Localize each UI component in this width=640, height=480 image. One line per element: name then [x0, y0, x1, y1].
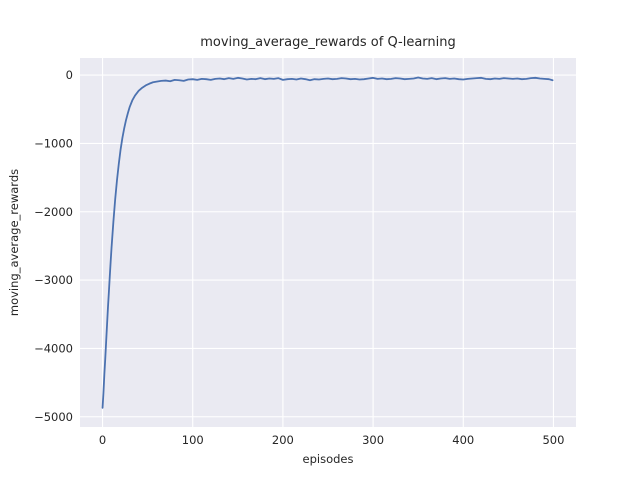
plot-area	[80, 58, 576, 427]
y-tick-labels: 0 −1000 −2000 −3000 −4000 −5000	[34, 68, 73, 424]
y-tick-label: −4000	[34, 341, 73, 355]
y-tick-label: −2000	[34, 205, 73, 219]
y-tick-label: 0	[66, 68, 73, 82]
y-tick-label: −1000	[34, 136, 73, 150]
series-line	[101, 76, 554, 409]
y-tick-label: −3000	[34, 273, 73, 287]
gridlines	[80, 58, 576, 427]
x-axis-label: episodes	[303, 452, 354, 466]
x-tick-label: 300	[362, 433, 384, 447]
chart-title: moving_average_rewards of Q-learning	[200, 35, 456, 50]
x-tick-label: 0	[99, 433, 106, 447]
series-layer	[101, 76, 554, 409]
x-tick-labels: 0 100 200 300 400 500	[99, 433, 565, 447]
x-tick-label: 500	[542, 433, 564, 447]
y-axis-label: moving_average_rewards	[7, 169, 21, 316]
x-tick-label: 400	[452, 433, 474, 447]
y-tick-label: −5000	[34, 410, 73, 424]
x-tick-label: 100	[182, 433, 204, 447]
x-tick-label: 200	[272, 433, 294, 447]
